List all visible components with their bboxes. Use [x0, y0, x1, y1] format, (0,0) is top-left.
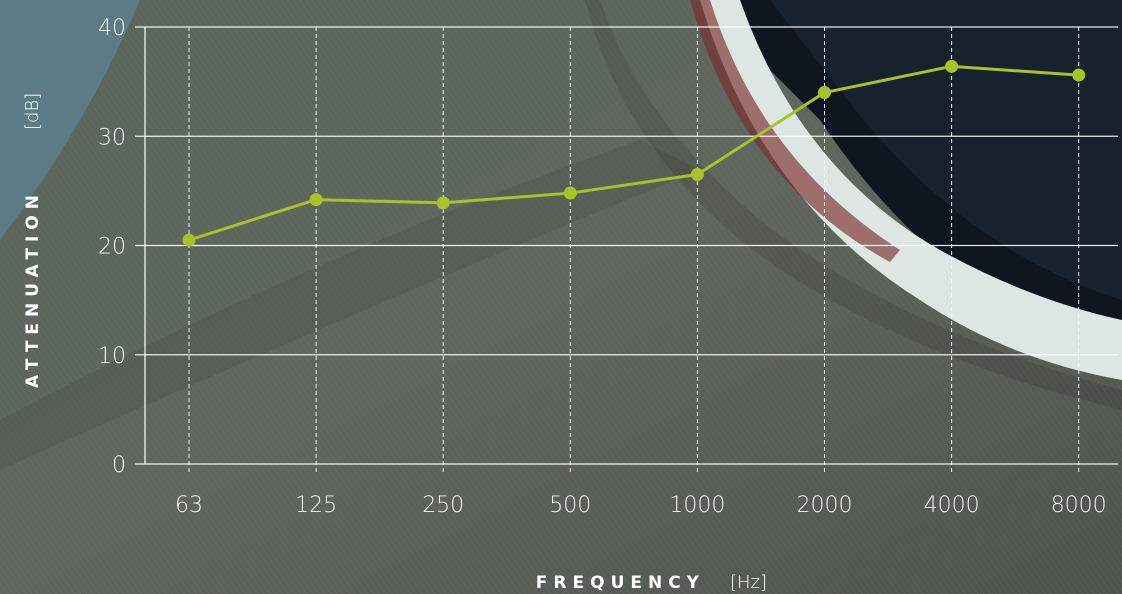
- y-axis-ticks: 0 10 20 30 40: [98, 16, 126, 478]
- x-axis-ticks: 63 125 250 500 1000 2000 4000 8000: [175, 493, 1107, 518]
- y-tick-label-30: 30: [98, 125, 126, 150]
- y-tick-label-20: 20: [98, 235, 126, 260]
- series-line: [188, 64, 1079, 242]
- x-tick-label-4000: 4000: [924, 493, 980, 518]
- data-point-4000: [945, 59, 959, 73]
- x-tick-label-63: 63: [175, 493, 203, 518]
- x-tick-label-125: 125: [295, 493, 337, 518]
- data-point-2000: [818, 86, 831, 100]
- y-tick-label-10: 10: [98, 344, 126, 369]
- y-tick-label-40: 40: [98, 16, 126, 41]
- x-tick-label-500: 500: [549, 493, 591, 518]
- data-point-125: [309, 193, 323, 207]
- x-tick-label-8000: 8000: [1051, 493, 1107, 518]
- x-axis-title: FREQUENCY: [536, 573, 705, 593]
- x-axis-unit: [Hz]: [730, 572, 767, 593]
- y-axis-title-group: ATTENUATION [dB]: [22, 93, 43, 388]
- x-tick-label-250: 250: [422, 493, 464, 518]
- x-tick-label-1000: 1000: [669, 493, 725, 518]
- x-tick-label-2000: 2000: [797, 493, 853, 518]
- data-point-8000: [1072, 68, 1086, 82]
- y-axis-title: ATTENUATION: [23, 189, 43, 388]
- data-point-250: [436, 196, 450, 210]
- data-point-500: [563, 186, 577, 200]
- data-point-63: [182, 233, 196, 247]
- grid: [135, 26, 1118, 472]
- y-tick-label-0: 0: [112, 453, 126, 478]
- data-point-1000: [690, 167, 704, 181]
- series-layer: [182, 59, 1086, 247]
- y-axis-unit: [dB]: [22, 93, 43, 130]
